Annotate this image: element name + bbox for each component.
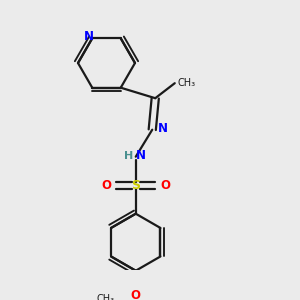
Text: CH₃: CH₃ bbox=[97, 294, 115, 300]
Text: N: N bbox=[158, 122, 168, 135]
Text: H: H bbox=[124, 151, 133, 160]
Text: S: S bbox=[131, 179, 140, 192]
Text: CH₃: CH₃ bbox=[177, 78, 195, 88]
Text: O: O bbox=[160, 179, 170, 192]
Text: N: N bbox=[136, 149, 146, 162]
Text: O: O bbox=[131, 289, 141, 300]
Text: O: O bbox=[101, 179, 111, 192]
Text: N: N bbox=[84, 30, 94, 43]
